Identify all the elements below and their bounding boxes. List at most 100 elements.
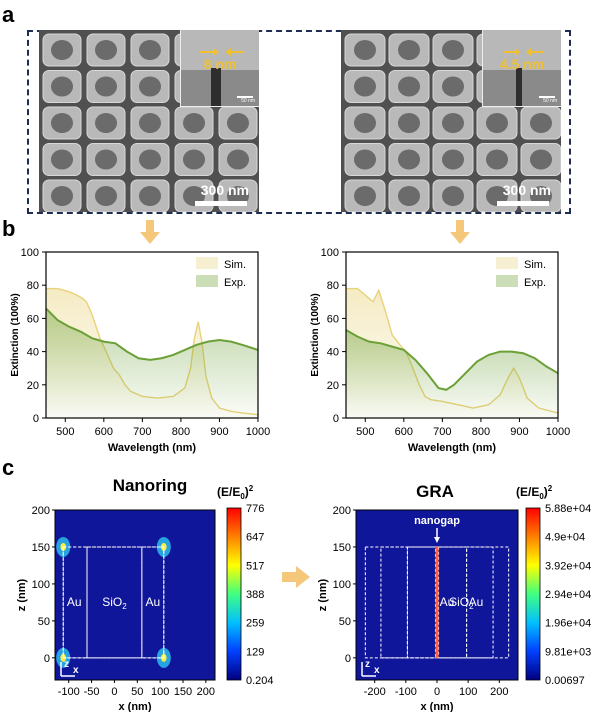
colorbar-tick-label: 9.81e+03 xyxy=(545,646,591,658)
right-arrow xyxy=(282,566,310,588)
panel-label-b: b xyxy=(2,216,16,241)
scale-bar xyxy=(195,201,247,206)
nanostructure-hole xyxy=(530,149,552,170)
colorbar-tick-label: 0.00697 xyxy=(545,675,585,687)
y-axis-label: z (nm) xyxy=(317,578,329,611)
nanostructure-hole xyxy=(354,40,376,60)
x-axis-label: Wavelength (nm) xyxy=(408,442,497,454)
nanostructure-hole xyxy=(442,40,464,60)
y-tick-label: 40 xyxy=(327,347,339,359)
legend-swatch xyxy=(496,257,518,269)
plot-frame xyxy=(45,251,259,419)
nanostructure-hole xyxy=(227,113,249,133)
y-tick-label: 20 xyxy=(327,380,339,392)
nanostructure-hole xyxy=(354,149,376,170)
series-line-exp xyxy=(45,307,259,361)
x-tick-label: 700 xyxy=(133,426,151,438)
y-tick-label: 80 xyxy=(27,280,39,292)
nanostructure-hole xyxy=(486,113,508,133)
nanostructure-hole xyxy=(354,186,376,206)
colorbar xyxy=(226,507,242,681)
nanostructure-hole xyxy=(530,113,552,133)
y-axis-label: z (nm) xyxy=(16,578,28,611)
nanostructure-hole xyxy=(95,76,117,97)
material-boundary xyxy=(62,546,165,659)
y-tick-label: 60 xyxy=(27,313,39,325)
z-glyph: z xyxy=(365,659,370,670)
x-tick-label: 0 xyxy=(111,686,117,698)
x-tick-label: 500 xyxy=(356,426,374,438)
y-tick-label: 100 xyxy=(321,247,339,259)
inset-scale-label: 50 nm xyxy=(543,98,557,104)
x-tick-label: 200 xyxy=(197,686,215,698)
nanostructure-hole xyxy=(139,186,161,206)
gap-label: 8 nm xyxy=(203,56,237,72)
x-tick-label: 600 xyxy=(395,426,413,438)
x-axis-label: x (nm) xyxy=(119,701,152,712)
y-tick-label: 40 xyxy=(27,347,39,359)
x-glyph: x xyxy=(374,665,380,676)
region-label: Au xyxy=(67,595,82,609)
region-label: Au xyxy=(469,595,484,609)
x-tick-label: -100 xyxy=(58,686,80,698)
colorbar-tick-label: 259 xyxy=(246,618,264,630)
nanostructure-hole xyxy=(398,149,420,170)
nanostructure-hole xyxy=(95,186,117,206)
field-title-nanoring: Nanoring xyxy=(112,476,188,495)
nanostructure-hole xyxy=(354,113,376,133)
gap-label: 4.5 nm xyxy=(499,56,545,72)
colorbar-tick-label: 1.96e+04 xyxy=(545,618,591,630)
legend-label: Sim. xyxy=(224,259,246,271)
nanostructure-hole xyxy=(51,76,73,97)
legend-label: Sim. xyxy=(524,259,546,271)
legend-label: Exp. xyxy=(524,277,546,289)
series-fill-exp xyxy=(46,308,258,418)
legend-label: Exp. xyxy=(224,277,246,289)
colorbar-tick-label: 3.92e+04 xyxy=(545,560,591,572)
y-tick-label: 20 xyxy=(27,380,39,392)
x-tick-label: 600 xyxy=(95,426,113,438)
x-tick-label: 900 xyxy=(210,426,228,438)
panel-label-c: c xyxy=(2,455,15,480)
y-tick-label: 150 xyxy=(32,542,50,554)
colorbar xyxy=(525,507,541,681)
nanostructure-hole xyxy=(51,149,73,170)
x-axis-label: x (nm) xyxy=(421,701,454,712)
nanostructure-hole xyxy=(398,113,420,133)
y-tick-label: 0 xyxy=(345,653,351,665)
nanostructure-hole xyxy=(398,186,420,206)
sem-image-gra: 4.5 nm 50 nm 300 nm xyxy=(341,30,561,212)
x-tick-label: -50 xyxy=(84,686,100,698)
colorbar-tick-label: 517 xyxy=(246,560,264,572)
y-tick-label: 200 xyxy=(333,505,351,517)
nanostructure-hole xyxy=(95,40,117,60)
y-tick-label: 50 xyxy=(38,616,50,628)
material-boundary xyxy=(406,546,436,659)
sem-inset: 8 nm 50 nm xyxy=(180,30,259,107)
down-arrow-right xyxy=(450,220,470,244)
x-tick-label: 800 xyxy=(172,426,190,438)
down-arrow-left xyxy=(140,220,160,244)
region-label: Au xyxy=(145,595,160,609)
y-tick-label: 200 xyxy=(32,505,50,517)
x-tick-label: 1000 xyxy=(246,426,270,438)
nanostructure-hole xyxy=(51,113,73,133)
legend-swatch xyxy=(196,257,218,269)
plot-frame xyxy=(54,509,216,681)
y-tick-label: 0 xyxy=(44,653,50,665)
legend-swatch xyxy=(196,275,218,287)
material-boundary xyxy=(466,546,494,659)
x-tick-label: 500 xyxy=(56,426,74,438)
x-tick-label: 900 xyxy=(510,426,528,438)
inset-scale-label: 50 nm xyxy=(241,98,255,104)
nanostructure-hole xyxy=(139,113,161,133)
nanostructure-hole xyxy=(95,149,117,170)
nanogap-field xyxy=(435,546,439,658)
nanostructure-hole xyxy=(139,149,161,170)
x-glyph: x xyxy=(73,665,79,676)
x-tick-label: 50 xyxy=(131,686,143,698)
colorbar-tick-label: 647 xyxy=(246,532,264,544)
colorbar-tick-label: 5.88e+04 xyxy=(545,503,591,515)
x-tick-label: 100 xyxy=(151,686,169,698)
colorbar-tick-label: 776 xyxy=(246,503,264,515)
